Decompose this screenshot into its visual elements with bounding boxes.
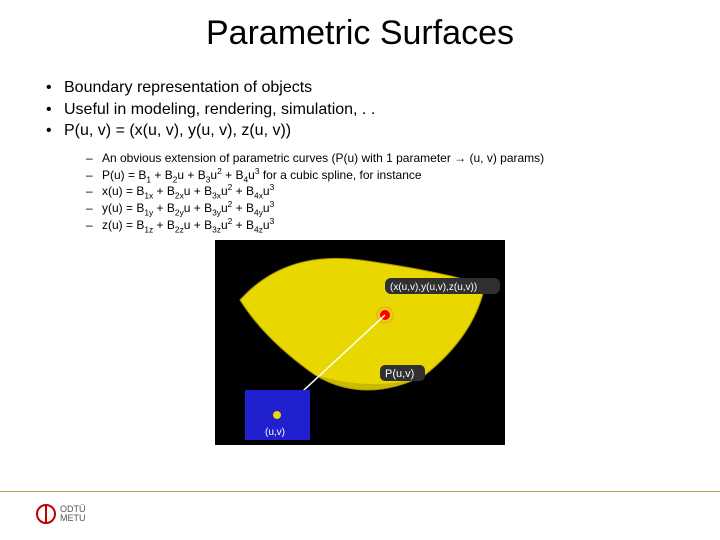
footer-logo-text: ODTÜ METU	[60, 505, 86, 524]
sub-bullet-item: y(u) = B1y + B2yu + B3yu2 + B4yu3	[86, 200, 696, 217]
figure-label-top: (x(u,v),y(u,v),z(u,v))	[390, 282, 477, 293]
footer-logo: ODTÜ METU	[36, 504, 86, 524]
footer-divider	[0, 491, 720, 492]
main-bullet-list: Boundary representation of objects Usefu…	[24, 77, 696, 142]
sub-bullet-item: P(u) = B1 + B2u + B3u2 + B4u3 for a cubi…	[86, 167, 696, 184]
slide-title: Parametric Surfaces	[24, 14, 696, 53]
domain-point	[273, 411, 281, 419]
sub-bullet-list: An obvious extension of parametric curve…	[24, 150, 696, 234]
bullet-item: P(u, v) = (x(u, v), y(u, v), z(u, v))	[46, 120, 696, 142]
figure-label-bottom: (u,v)	[265, 427, 285, 438]
metu-logo-icon	[36, 504, 56, 524]
figure-label-mid: P(u,v)	[385, 368, 414, 380]
bullet-item: Useful in modeling, rendering, simulatio…	[46, 99, 696, 121]
sub-bullet-item: An obvious extension of parametric curve…	[86, 150, 696, 167]
sub-bullet-item: x(u) = B1x + B2xu + B3xu2 + B4xu3	[86, 183, 696, 200]
bullet-item: Boundary representation of objects	[46, 77, 696, 99]
parametric-surface-figure: (x(u,v),y(u,v),z(u,v)) P(u,v) (u,v)	[215, 240, 505, 445]
sub-bullet-item: z(u) = B1z + B2zu + B3zu2 + B4zu3	[86, 217, 696, 234]
